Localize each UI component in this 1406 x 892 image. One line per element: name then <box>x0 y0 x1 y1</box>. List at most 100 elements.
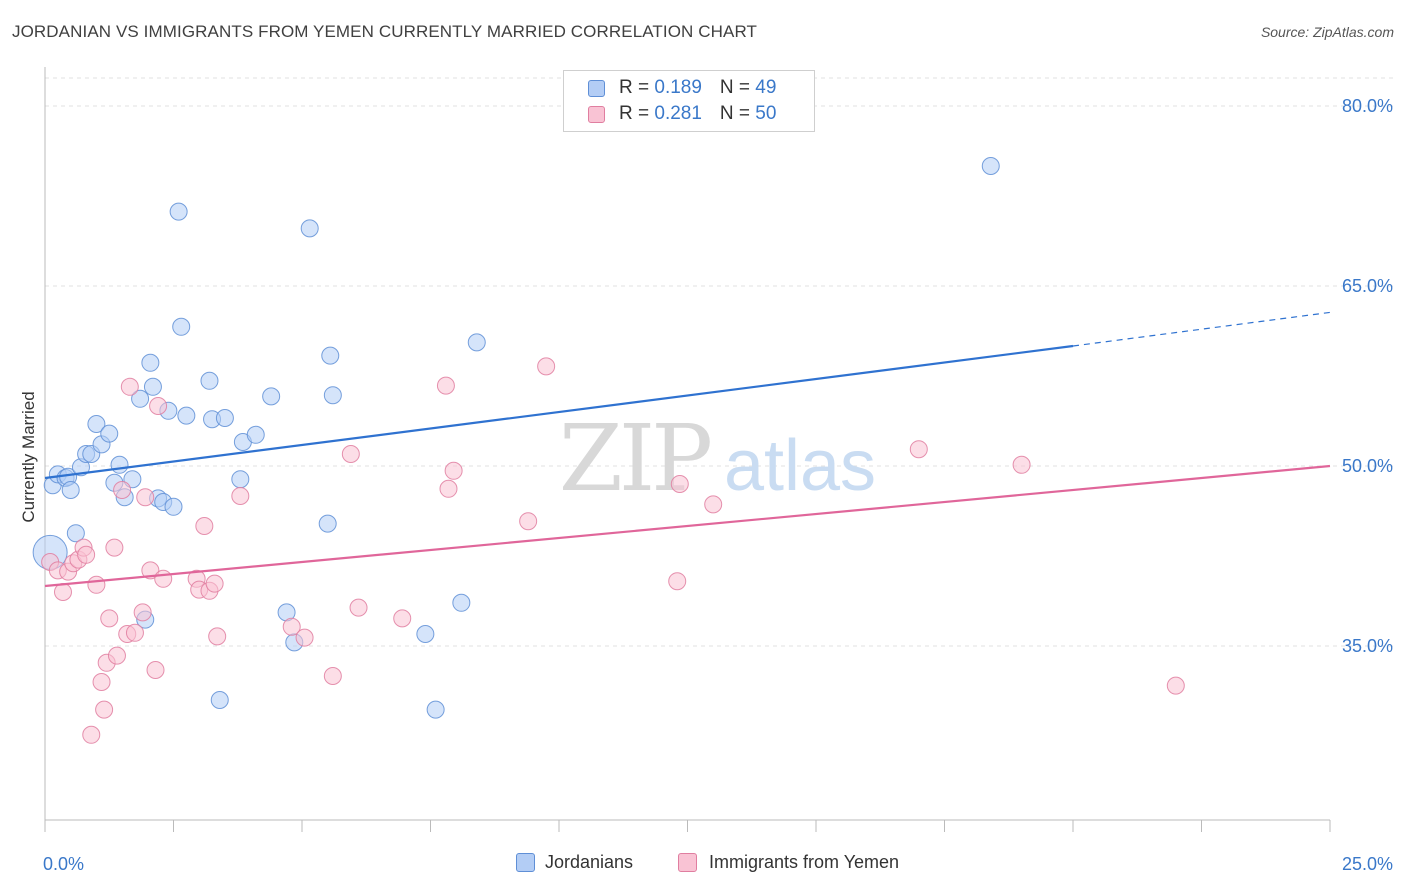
data-point-yemen <box>113 481 132 499</box>
data-point-jordanians <box>452 593 471 612</box>
data-point-yemen <box>141 561 160 580</box>
chart-title: JORDANIAN VS IMMIGRANTS FROM YEMEN CURRE… <box>12 22 757 41</box>
data-point-yemen <box>133 603 152 622</box>
x-tick-label: 25.0% <box>1342 854 1393 874</box>
grid-layer <box>45 77 1394 647</box>
data-point-yemen <box>154 569 173 588</box>
data-point-jordanians <box>467 333 486 352</box>
data-point-jordanians <box>110 455 129 474</box>
data-point-yemen <box>125 623 144 642</box>
regression-lines <box>44 311 1331 588</box>
data-point-jordanians <box>262 387 281 406</box>
data-point-jordanians <box>164 497 183 516</box>
data-point-jordanians <box>318 514 337 533</box>
data-point-jordanians <box>246 425 265 444</box>
pink-swatch-icon <box>678 853 697 872</box>
legend-item-jordanians: Jordanians <box>516 852 633 873</box>
data-point-jordanians <box>177 406 196 425</box>
data-point-jordanians <box>141 353 160 372</box>
data-point-jordanians <box>66 524 85 543</box>
data-point-jordanians <box>172 317 191 336</box>
blue-swatch-icon <box>516 853 535 872</box>
regression-line-extension <box>1072 311 1331 347</box>
data-point-yemen <box>205 574 224 593</box>
data-point-yemen <box>120 377 139 396</box>
data-point-jordanians <box>981 157 1000 175</box>
data-point-yemen <box>100 609 119 628</box>
data-point-yemen <box>537 357 556 376</box>
legend-row-yemen: R = 0.281 N = 50 <box>588 102 776 126</box>
data-point-yemen <box>1012 455 1031 474</box>
data-point-jordanians <box>300 219 319 238</box>
legend-label-jordanians: Jordanians <box>545 852 634 872</box>
legend-label-yemen: Immigrants from Yemen <box>709 852 900 872</box>
data-point-jordanians <box>169 202 188 221</box>
data-point-yemen <box>136 488 155 507</box>
data-point-jordanians <box>87 415 106 433</box>
data-point-jordanians <box>61 481 80 499</box>
r-label: R = <box>619 103 655 124</box>
tick-labels: 80.0% 65.0% 50.0% 35.0% 0.0% 25.0% <box>43 96 1393 874</box>
data-point-jordanians <box>143 377 162 396</box>
data-point-yemen <box>295 628 314 647</box>
r-value: 0.281 <box>654 103 702 124</box>
data-point-yemen <box>1166 676 1185 695</box>
data-point-jordanians <box>131 389 150 408</box>
y-tick-label: 65.0% <box>1342 276 1393 296</box>
data-point-yemen <box>436 376 455 395</box>
n-label: N = <box>719 77 756 98</box>
data-point-yemen <box>82 725 101 744</box>
n-value: 50 <box>755 103 777 124</box>
data-point-yemen <box>53 583 72 601</box>
y-axis-label: Currently Married <box>19 391 38 523</box>
data-point-yemen <box>349 598 368 617</box>
data-point-yemen <box>323 667 342 685</box>
data-point-yemen <box>87 575 106 594</box>
axes-layer <box>44 67 1331 832</box>
r-value: 0.189 <box>654 77 702 98</box>
watermark-zip: ZIP <box>559 405 710 512</box>
data-point-yemen <box>704 495 723 514</box>
y-tick-label: 50.0% <box>1342 456 1393 476</box>
data-point-yemen <box>670 475 689 493</box>
watermark-atlas: atlas <box>724 426 876 506</box>
data-point-yemen <box>393 609 412 628</box>
data-point-yemen <box>77 545 96 564</box>
x-tick-label: 0.0% <box>43 854 84 874</box>
y-tick-label: 80.0% <box>1342 96 1393 116</box>
data-point-yemen <box>282 617 301 636</box>
data-point-yemen <box>92 673 111 691</box>
data-point-jordanians <box>210 691 229 709</box>
data-point-yemen <box>95 700 114 719</box>
data-point-yemen <box>105 538 124 557</box>
data-point-yemen <box>519 512 538 531</box>
data-point-yemen <box>909 440 928 459</box>
n-value: 49 <box>755 77 777 98</box>
data-point-yemen <box>444 461 463 480</box>
legend-item-yemen: Immigrants from Yemen <box>678 852 899 873</box>
data-point-yemen <box>107 646 126 665</box>
blue-swatch-icon <box>588 79 605 97</box>
data-point-yemen <box>439 479 458 498</box>
data-point-yemen <box>341 445 360 463</box>
y-tick-label: 35.0% <box>1342 636 1393 656</box>
watermark: ZIP atlas <box>559 405 876 512</box>
regression-line <box>44 464 1331 588</box>
legend-row-jordanians: R = 0.189 N = 49 <box>588 76 776 100</box>
data-point-yemen <box>146 661 165 679</box>
correlation-legend: R = 0.189 N = 49 R = 0.281 N = 50 <box>563 70 815 132</box>
n-label: N = <box>719 103 756 124</box>
data-point-jordanians <box>215 409 234 427</box>
data-point-yemen <box>195 517 214 535</box>
source-label: Source: ZipAtlas.com <box>1260 24 1394 40</box>
data-point-jordanians <box>100 424 119 443</box>
r-label: R = <box>619 77 655 98</box>
data-point-yemen <box>231 487 250 505</box>
pink-swatch-icon <box>588 105 605 123</box>
data-point-jordanians <box>321 346 340 365</box>
data-point-jordanians <box>426 700 445 719</box>
data-point-jordanians <box>323 386 342 405</box>
data-point-jordanians <box>416 625 435 643</box>
data-point-jordanians <box>231 470 250 489</box>
